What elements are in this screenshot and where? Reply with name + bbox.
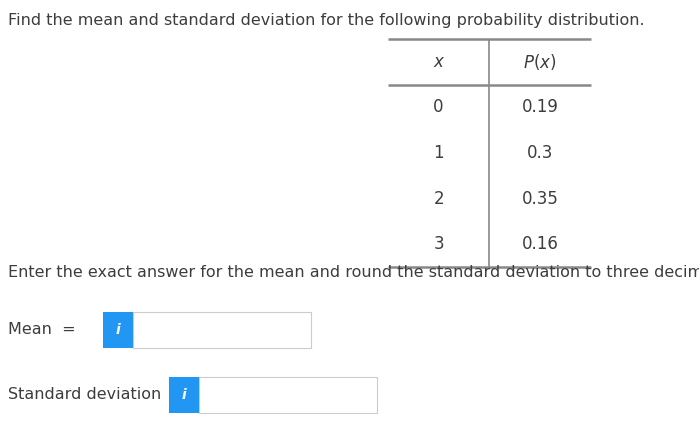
Text: 2: 2 — [433, 190, 444, 207]
Text: 0.35: 0.35 — [521, 190, 559, 207]
Text: Standard deviation  =: Standard deviation = — [8, 388, 185, 402]
Text: Find the mean and standard deviation for the following probability distribution.: Find the mean and standard deviation for… — [8, 13, 645, 28]
FancyBboxPatch shape — [199, 377, 377, 413]
Text: Enter the exact answer for the mean and round the standard deviation to three de: Enter the exact answer for the mean and … — [8, 265, 699, 280]
Text: i: i — [116, 323, 120, 337]
Text: $\mathit{P}(\mathit{x})$: $\mathit{P}(\mathit{x})$ — [524, 52, 556, 72]
Text: Mean  =: Mean = — [8, 322, 76, 337]
Text: x: x — [433, 53, 444, 71]
FancyBboxPatch shape — [169, 377, 199, 413]
Text: 0: 0 — [433, 99, 444, 116]
FancyBboxPatch shape — [103, 312, 133, 348]
Text: 0.16: 0.16 — [521, 235, 559, 253]
Text: 3: 3 — [433, 235, 444, 253]
Text: i: i — [182, 388, 186, 402]
Text: 1: 1 — [433, 144, 444, 162]
Text: 0.19: 0.19 — [521, 99, 559, 116]
Text: 0.3: 0.3 — [527, 144, 553, 162]
FancyBboxPatch shape — [133, 312, 311, 348]
